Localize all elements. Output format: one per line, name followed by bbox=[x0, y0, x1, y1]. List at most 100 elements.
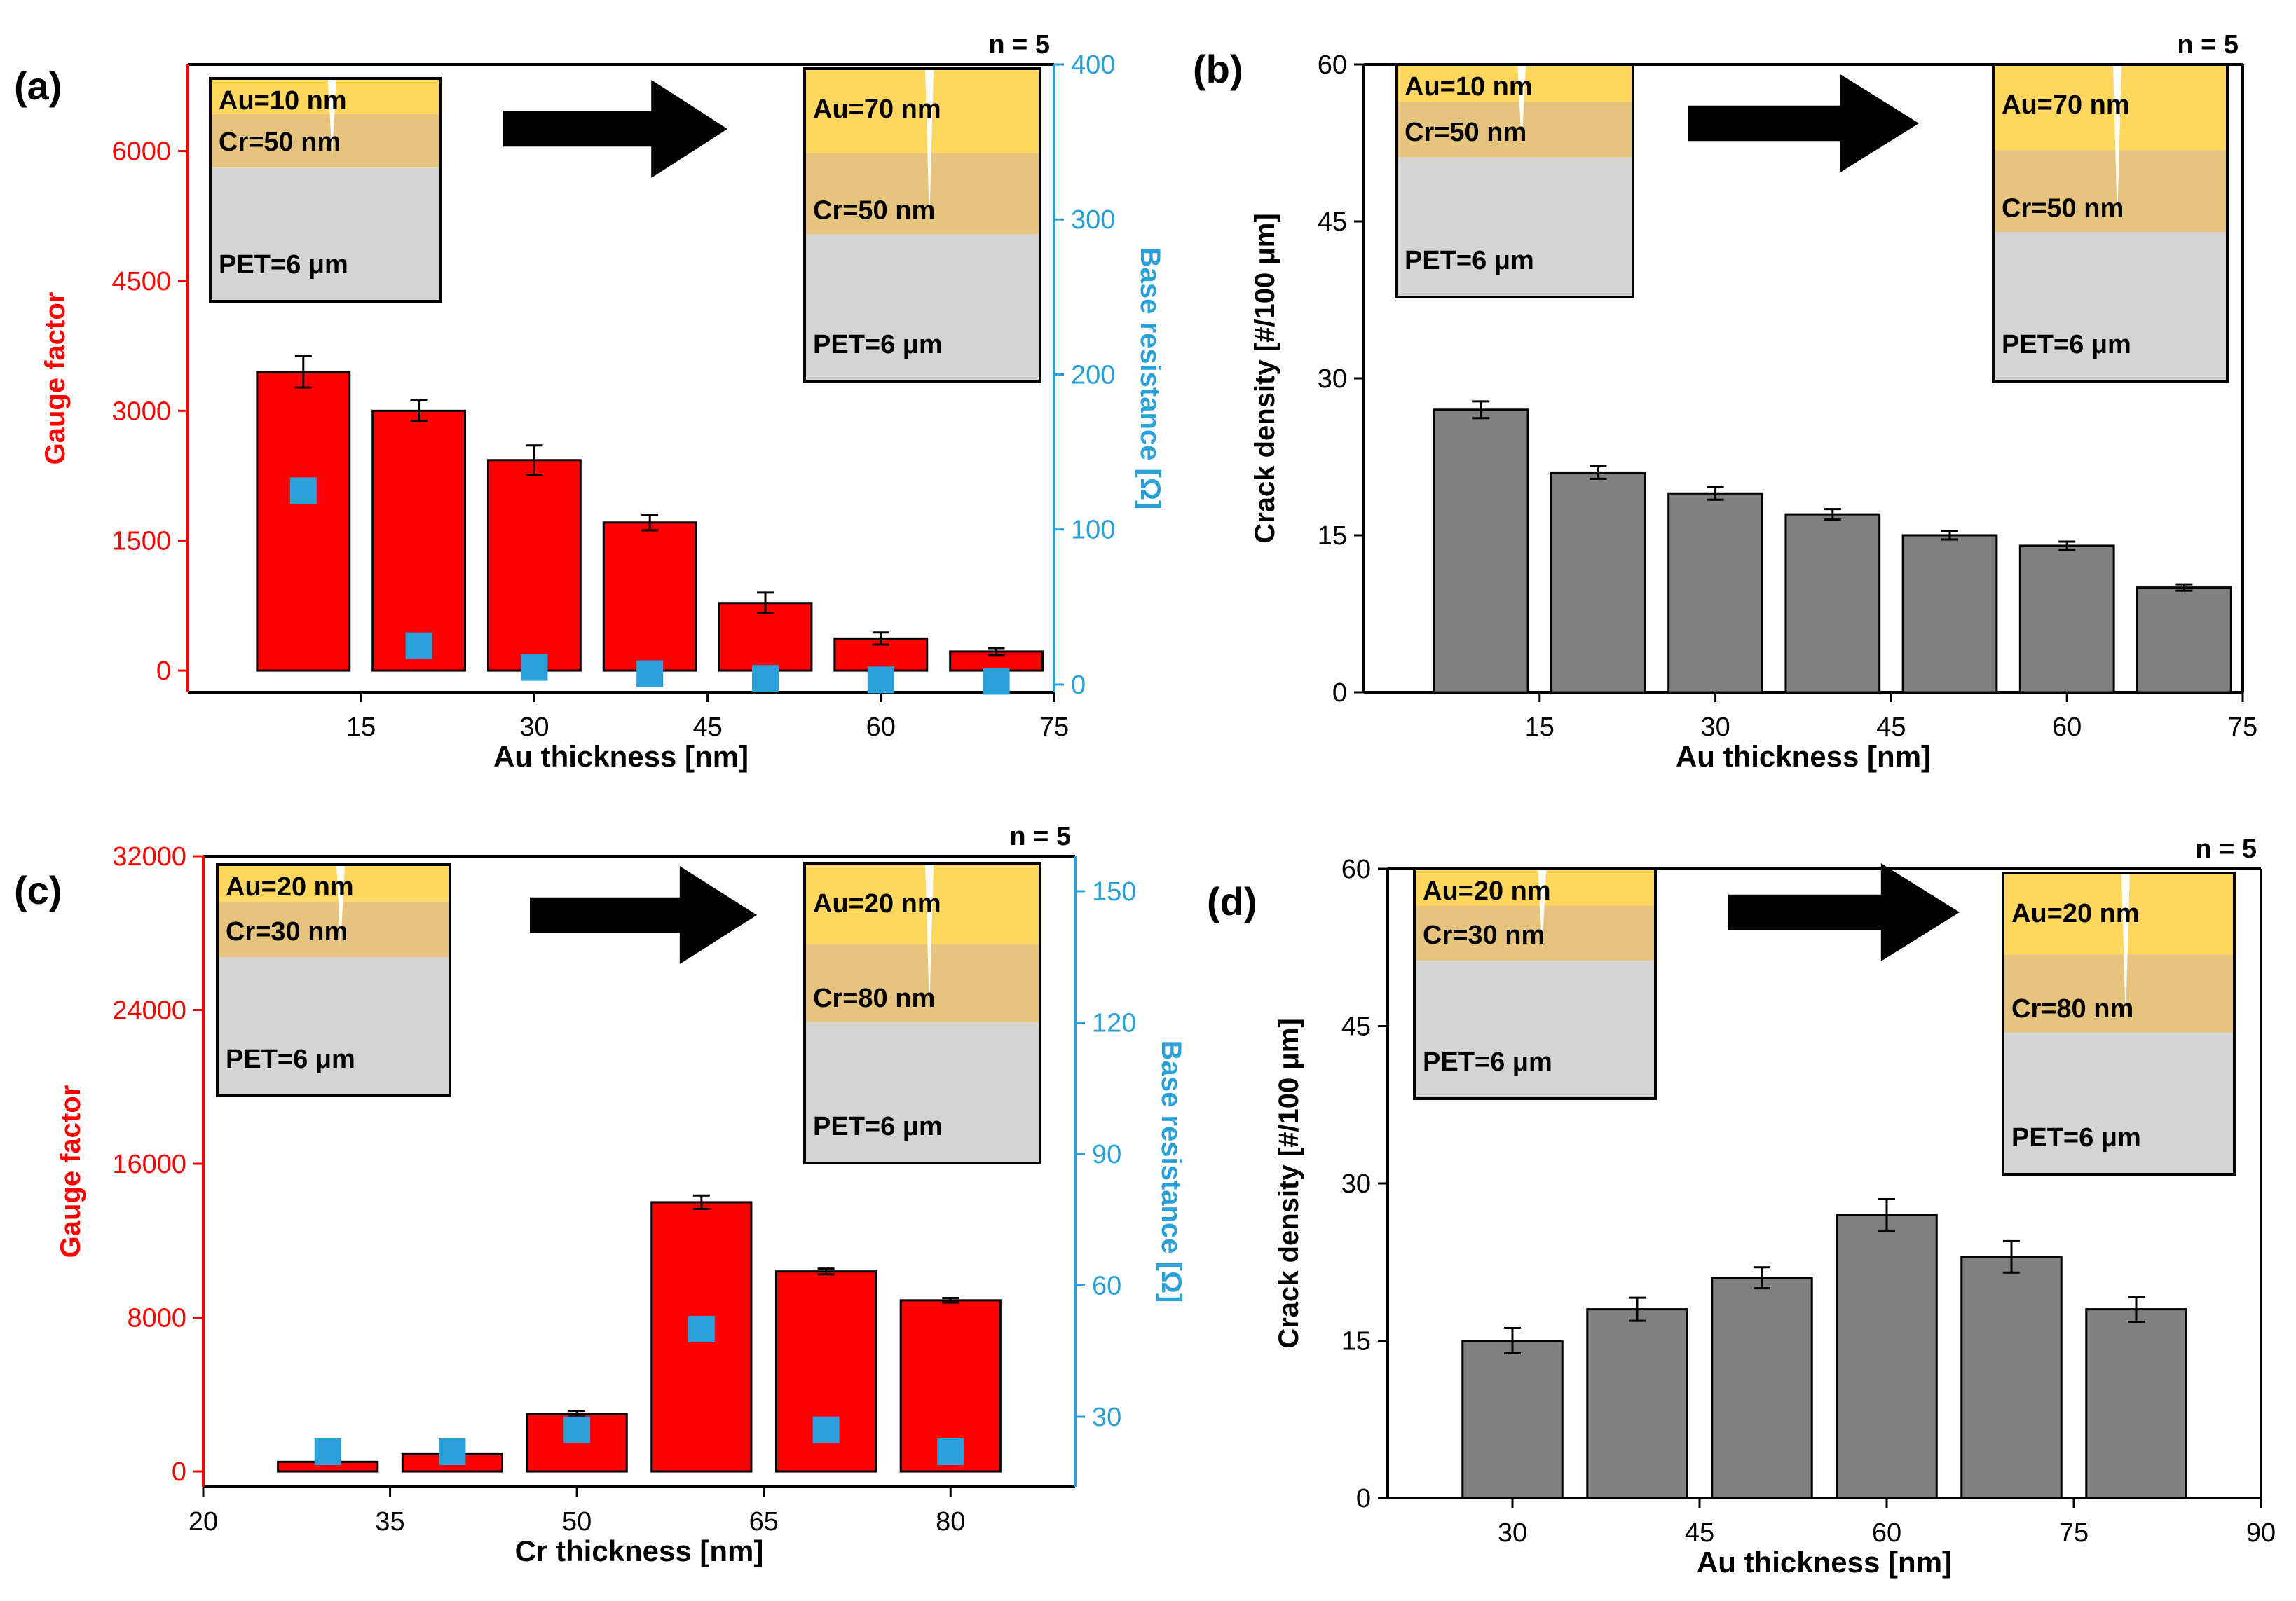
cr-label: Cr=50 nm bbox=[219, 128, 341, 157]
resistance-marker bbox=[812, 1416, 840, 1443]
au-label: Au=10 nm bbox=[1405, 72, 1533, 102]
pet-label: PET=6 μm bbox=[1423, 1047, 1552, 1077]
bar bbox=[1433, 408, 1529, 694]
sample-count-label: n = 5 bbox=[2177, 30, 2239, 60]
y-tick-label: 0 bbox=[1356, 1484, 1371, 1513]
pet-layer bbox=[805, 234, 1040, 381]
y2-tick-label: 90 bbox=[1092, 1140, 1121, 1169]
bar bbox=[2136, 586, 2232, 694]
arrow-icon bbox=[1728, 863, 1960, 961]
x-tick-label: 75 bbox=[1039, 713, 1069, 742]
y-axis-title: Gauge factor bbox=[55, 1085, 86, 1258]
x-axis-title: Au thickness [nm] bbox=[1697, 1546, 1952, 1579]
resistance-marker bbox=[983, 668, 1010, 695]
inset-border bbox=[803, 862, 1041, 1164]
inset-border bbox=[2002, 872, 2236, 1176]
y-tick-label: 0 bbox=[172, 1457, 186, 1487]
au-layer bbox=[805, 69, 1040, 153]
pet-layer bbox=[210, 167, 440, 301]
au-layer bbox=[1414, 869, 1655, 906]
y2-axis-title: Base resistance [Ω] bbox=[1135, 247, 1166, 509]
panel-label: (a) bbox=[14, 64, 62, 108]
y-tick-label: 15 bbox=[1318, 521, 1347, 551]
x-tick-label: 80 bbox=[936, 1507, 965, 1537]
layer-inset-right: Au=20 nm Cr=80 nm PET=6 μm bbox=[2002, 872, 2236, 1176]
layer-inset-left: Au=20 nm Cr=30 nm PET=6 μm bbox=[216, 863, 451, 1097]
pet-label: PET=6 μm bbox=[226, 1045, 355, 1074]
au-label: Au=20 nm bbox=[226, 872, 354, 902]
cr-layer bbox=[1993, 150, 2227, 233]
crack-mark bbox=[1538, 869, 1547, 950]
layer-inset-left: Au=10 nm Cr=50 nm PET=6 μm bbox=[1395, 63, 1634, 298]
y-tick-label: 8000 bbox=[127, 1304, 186, 1333]
y-tick-label: 60 bbox=[1341, 855, 1371, 884]
bar bbox=[486, 459, 582, 672]
x-tick-label: 90 bbox=[2246, 1518, 2276, 1548]
x-tick-label: 60 bbox=[2052, 713, 2082, 742]
pet-layer bbox=[217, 957, 450, 1096]
resistance-marker bbox=[752, 665, 779, 692]
crack-mark bbox=[2113, 64, 2122, 221]
bar bbox=[1711, 1277, 1813, 1499]
cr-label: Cr=50 nm bbox=[1405, 118, 1526, 147]
crack-mark bbox=[1517, 64, 1526, 146]
pet-label: PET=6 μm bbox=[1405, 246, 1534, 275]
y-tick-label: 15 bbox=[1341, 1327, 1371, 1356]
resistance-marker bbox=[521, 654, 548, 681]
bar bbox=[1901, 534, 1998, 694]
sample-count-label: n = 5 bbox=[1009, 822, 1071, 851]
au-label: Au=20 nm bbox=[813, 889, 941, 919]
panel-label: (d) bbox=[1207, 879, 1257, 923]
cr-label: Cr=50 nm bbox=[2002, 194, 2124, 224]
inset-border bbox=[1413, 867, 1657, 1100]
x-tick-label: 15 bbox=[1525, 713, 1554, 742]
bar bbox=[256, 371, 351, 672]
x-tick-label: 75 bbox=[2228, 713, 2257, 742]
panel-b: 0 15 30 45 60 15 30 45 60 75 Au thickness [nm] Crac… bbox=[1193, 30, 2257, 773]
au-layer bbox=[217, 865, 450, 902]
bar bbox=[1550, 471, 1646, 694]
y-tick-label: 30 bbox=[1318, 364, 1347, 394]
x-tick-label: 15 bbox=[346, 713, 376, 742]
cr-label: Cr=50 nm bbox=[813, 195, 935, 225]
y-tick-label: 0 bbox=[1332, 678, 1347, 708]
au-layer bbox=[1396, 64, 1633, 102]
x-axis-title: Au thickness [nm] bbox=[1676, 740, 1931, 773]
y-axis-title: Crack density [#/100 μm] bbox=[1273, 1018, 1304, 1348]
bar bbox=[1836, 1214, 1938, 1499]
resistance-marker bbox=[636, 660, 664, 687]
pet-layer bbox=[1993, 232, 2227, 381]
crack-mark bbox=[336, 865, 345, 946]
x-tick-label: 45 bbox=[1685, 1518, 1714, 1548]
pet-label: PET=6 μm bbox=[813, 1112, 943, 1141]
x-tick-label: 35 bbox=[375, 1507, 404, 1537]
x-tick-label: 60 bbox=[866, 713, 896, 742]
y-tick-label: 45 bbox=[1318, 207, 1347, 237]
x-tick-label: 75 bbox=[2059, 1518, 2089, 1548]
au-label: Au=70 nm bbox=[2002, 90, 2130, 120]
x-tick-label: 20 bbox=[189, 1507, 218, 1537]
au-layer bbox=[2003, 873, 2234, 955]
x-tick-label: 45 bbox=[692, 713, 722, 742]
cr-label: Cr=30 nm bbox=[226, 917, 348, 947]
au-label: Au=10 nm bbox=[219, 86, 347, 116]
y-tick-label: 16000 bbox=[112, 1150, 186, 1179]
bar bbox=[1960, 1256, 2063, 1499]
y-tick-label: 45 bbox=[1341, 1012, 1371, 1042]
arrow-icon bbox=[530, 866, 757, 964]
au-layer bbox=[805, 863, 1040, 944]
layer-inset-right: Au=20 nm Cr=80 nm PET=6 μm bbox=[803, 862, 1041, 1164]
panel-label: (c) bbox=[14, 868, 62, 912]
y-tick-label: 3000 bbox=[111, 397, 171, 426]
x-axis-title: Au thickness [nm] bbox=[493, 740, 749, 773]
crack-mark bbox=[925, 863, 934, 1011]
layer-inset-right: Au=70 nm Cr=50 nm PET=6 μm bbox=[803, 67, 1041, 383]
resistance-marker bbox=[867, 666, 894, 694]
resistance-marker bbox=[439, 1438, 466, 1465]
pet-layer bbox=[2003, 1032, 2234, 1174]
inset-border bbox=[1395, 63, 1634, 298]
crack-mark bbox=[327, 78, 336, 157]
crack-mark bbox=[925, 69, 934, 224]
